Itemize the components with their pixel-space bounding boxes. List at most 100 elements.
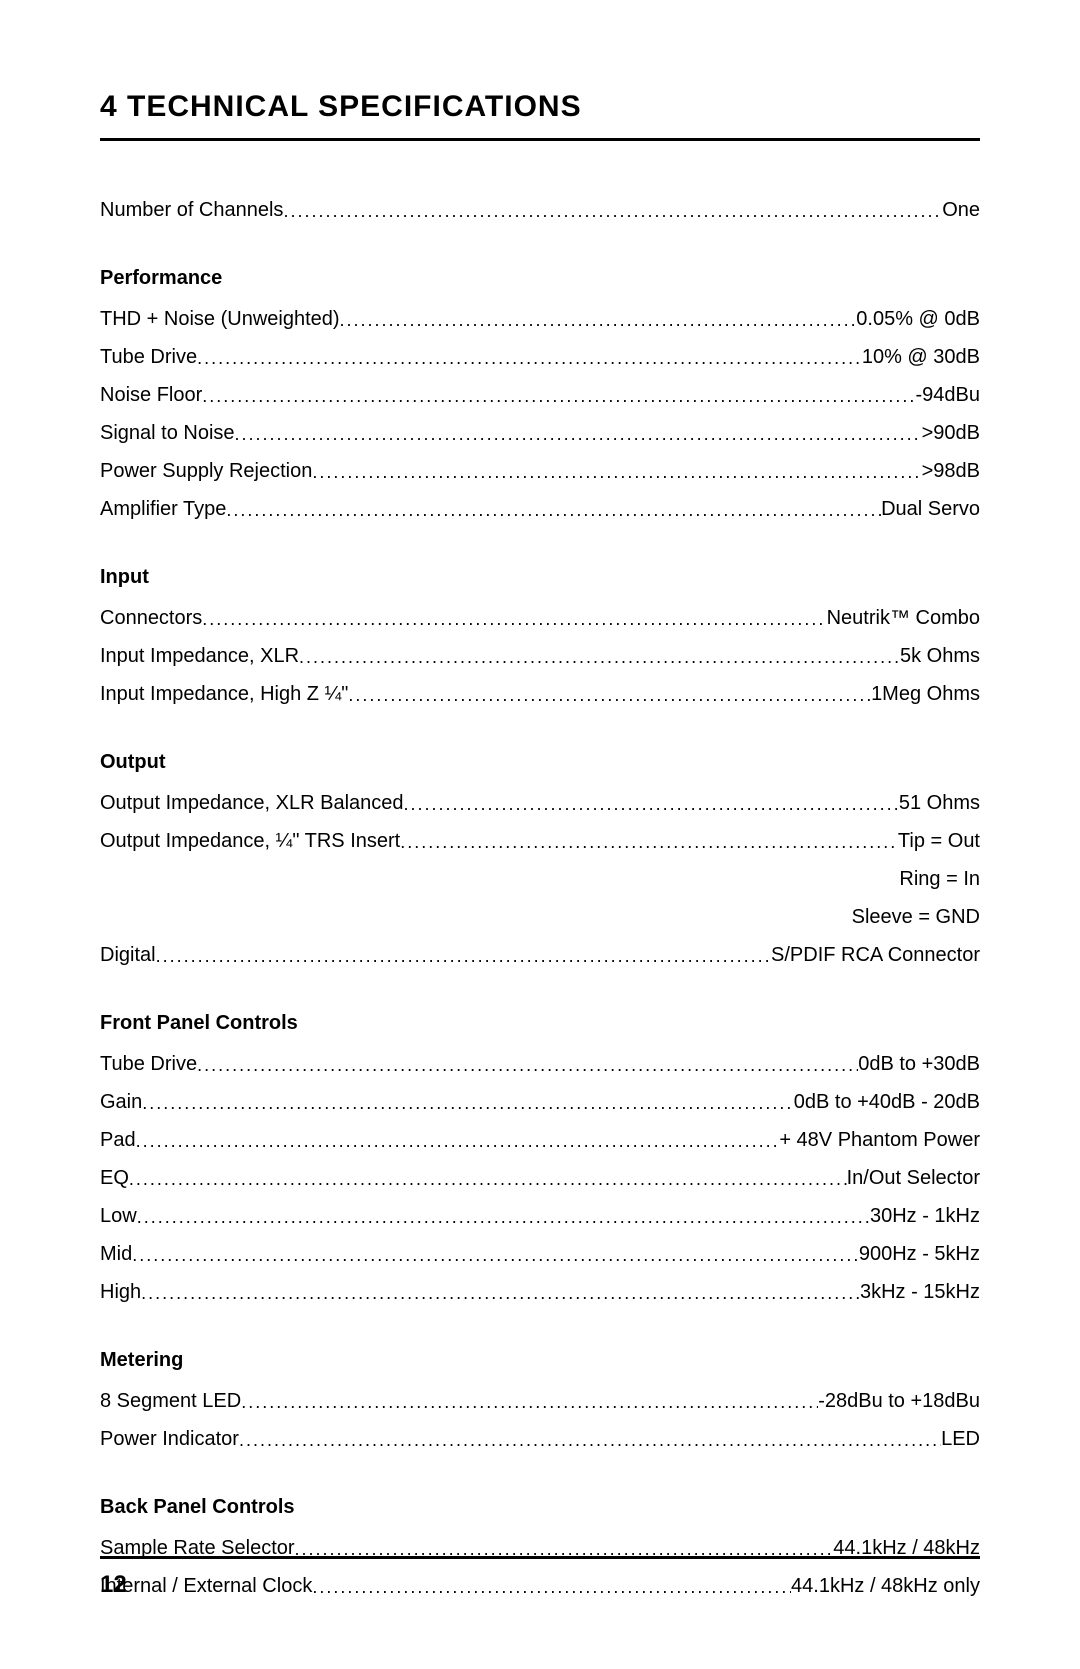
title-rule	[100, 138, 980, 141]
dot-leader	[129, 1162, 847, 1196]
spec-label: High	[100, 1273, 141, 1311]
spec-value: -94dBu	[916, 376, 981, 414]
spec-row: Tube Drive 10% @ 30dB	[100, 338, 980, 376]
dot-leader	[312, 455, 921, 489]
spec-label: Signal to Noise	[100, 414, 235, 452]
spec-row: Digital S/PDIF RCA Connector	[100, 936, 980, 974]
spec-value: 3kHz - 15kHz	[860, 1273, 980, 1311]
section-heading: Back Panel Controls	[100, 1496, 980, 1519]
dot-leader	[132, 1238, 859, 1272]
spec-value: Ring = In	[899, 860, 980, 898]
spec-row: High 3kHz - 15kHz	[100, 1273, 980, 1311]
spec-section: InputConnectorsNeutrik™ ComboInput Imped…	[100, 566, 980, 713]
dot-leader	[404, 787, 899, 821]
spec-value: Sleeve = GND	[852, 898, 980, 936]
spec-value: 0dB to +30dB	[858, 1045, 980, 1083]
spec-value: Tip = Out	[898, 822, 980, 860]
dot-leader	[299, 640, 900, 674]
spec-value: 0dB to +40dB - 20dB	[794, 1083, 980, 1121]
spec-value: 5k Ohms	[900, 637, 980, 675]
dot-leader	[239, 1423, 941, 1457]
dot-leader	[197, 341, 862, 375]
spec-label: Low	[100, 1197, 137, 1235]
spec-value: 0.05% @ 0dB	[856, 300, 980, 338]
spec-content: Number of Channels One PerformanceTHD + No…	[100, 191, 980, 1605]
spec-section: Output Output Impedance, XLR Balanced 51 O…	[100, 751, 980, 974]
spec-row: THD + Noise (Unweighted) 0.05% @ 0dB	[100, 300, 980, 338]
spec-row: Low 30Hz - 1kHz	[100, 1197, 980, 1235]
spec-value: 900Hz - 5kHz	[859, 1235, 980, 1273]
spec-row: Gain 0dB to +40dB - 20dB	[100, 1083, 980, 1121]
spec-section: PerformanceTHD + Noise (Unweighted)0.05%…	[100, 267, 980, 528]
spec-value: S/PDIF RCA Connector	[771, 936, 980, 974]
spec-label: 8 Segment LED	[100, 1382, 241, 1420]
spec-value: Dual Servo	[881, 490, 980, 528]
section-heading: Output	[100, 751, 980, 774]
dot-leader	[202, 379, 915, 413]
spec-row: Connectors Neutrik™ Combo	[100, 599, 980, 637]
page-title: 4 Technical Specifications	[100, 90, 980, 124]
spec-label: Number of Channels	[100, 191, 283, 229]
spec-label: Pad	[100, 1121, 136, 1159]
spec-value: 30Hz - 1kHz	[870, 1197, 980, 1235]
spec-value: One	[942, 191, 980, 229]
spec-row: Power Indicator LED	[100, 1420, 980, 1458]
spec-row: Tube Drive0dB to +30dB	[100, 1045, 980, 1083]
spec-label: Output Impedance, XLR Balanced	[100, 784, 404, 822]
dot-leader	[348, 678, 871, 712]
spec-value: >90dB	[922, 414, 980, 452]
dot-leader	[340, 303, 857, 337]
page-number: 12	[100, 1571, 980, 1599]
spec-row: Sleeve = GND	[100, 898, 980, 936]
spec-label: Mid	[100, 1235, 132, 1273]
spec-value: LED	[941, 1420, 980, 1458]
spec-row: Amplifier Type Dual Servo	[100, 490, 980, 528]
spec-value: 51 Ohms	[899, 784, 980, 822]
dot-leader	[137, 1200, 870, 1234]
spec-section: Front Panel Controls Tube Drive0dB to +30…	[100, 1012, 980, 1311]
spec-value: -28dBu to +18dBu	[818, 1382, 980, 1420]
dot-leader	[202, 602, 826, 636]
spec-row: Mid 900Hz - 5kHz	[100, 1235, 980, 1273]
spec-label: Amplifier Type	[100, 490, 226, 528]
spec-value: + 48V Phantom Power	[779, 1121, 980, 1159]
dot-leader	[136, 1124, 780, 1158]
dot-leader	[141, 1276, 860, 1310]
dot-leader	[400, 825, 898, 859]
spec-label: Connectors	[100, 599, 202, 637]
spec-row: EQIn/Out Selector	[100, 1159, 980, 1197]
page-footer: 12	[100, 1556, 980, 1599]
spec-row: 8 Segment LED -28dBu to +18dBu	[100, 1382, 980, 1420]
spec-row: Ring = In	[100, 860, 980, 898]
spec-row: Power Supply Rejection>98dB	[100, 452, 980, 490]
spec-row: Output Impedance, ¼" TRS Insert Tip = Out	[100, 822, 980, 860]
spec-row: Number of Channels One	[100, 191, 980, 229]
spec-value: 10% @ 30dB	[862, 338, 980, 376]
footer-rule	[100, 1556, 980, 1559]
spec-section: Metering8 Segment LED-28dBu to +18dBuPow…	[100, 1349, 980, 1458]
spec-value: Neutrik™ Combo	[827, 599, 980, 637]
spec-label: Input Impedance, High Z ¼"	[100, 675, 348, 713]
spec-label: Power Indicator	[100, 1420, 239, 1458]
spec-label: EQ	[100, 1159, 129, 1197]
section-heading: Front Panel Controls	[100, 1012, 980, 1035]
dot-leader	[156, 939, 771, 973]
section-heading: Input	[100, 566, 980, 589]
spec-label: Tube Drive	[100, 338, 197, 376]
spec-label: Gain	[100, 1083, 142, 1121]
spec-row: Input Impedance, High Z ¼" 1Meg Ohms	[100, 675, 980, 713]
spec-section-top: Number of Channels One	[100, 191, 980, 229]
spec-label: Noise Floor	[100, 376, 202, 414]
spec-label: Output Impedance, ¼" TRS Insert	[100, 822, 400, 860]
spec-value: 1Meg Ohms	[871, 675, 980, 713]
spec-label: Power Supply Rejection	[100, 452, 312, 490]
spec-row: Input Impedance, XLR5k Ohms	[100, 637, 980, 675]
dot-leader	[142, 1086, 794, 1120]
dot-leader	[226, 493, 881, 527]
spec-label: Digital	[100, 936, 156, 974]
spec-row: Signal to Noise >90dB	[100, 414, 980, 452]
spec-label: THD + Noise (Unweighted)	[100, 300, 340, 338]
dot-leader	[283, 194, 942, 228]
dot-leader	[197, 1048, 858, 1082]
dot-leader	[235, 417, 922, 451]
